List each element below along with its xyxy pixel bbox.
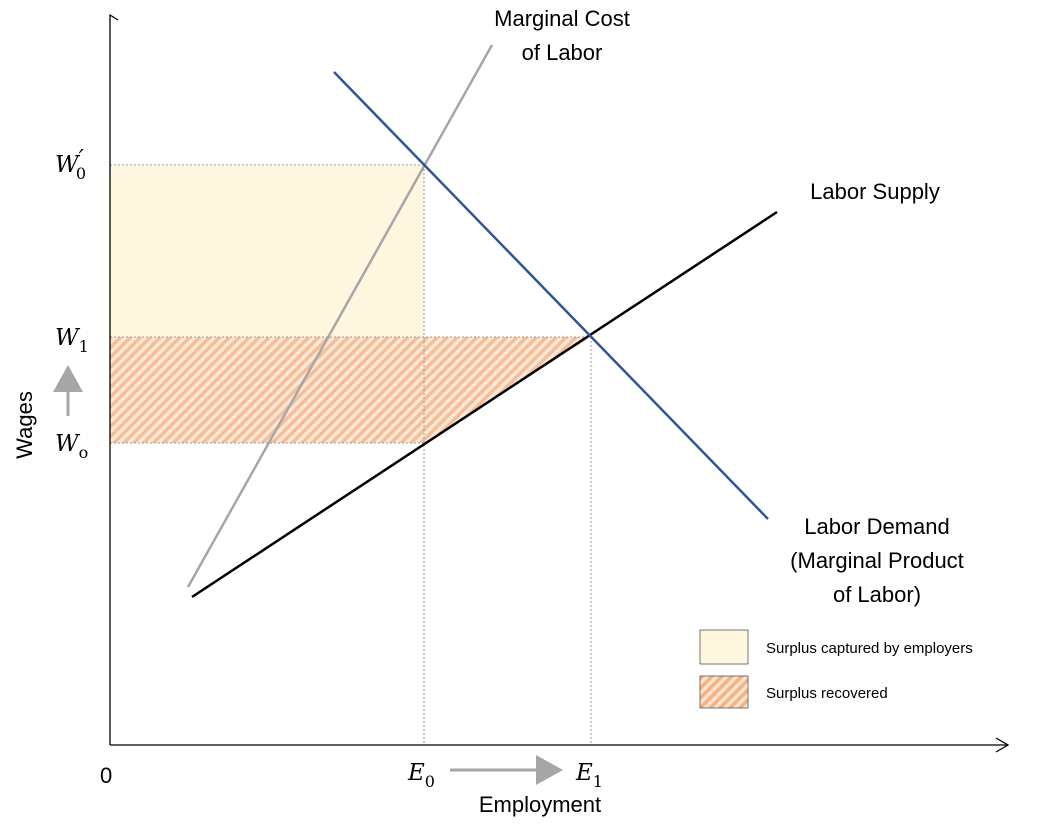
math-label: E1 <box>575 760 603 791</box>
legend-label: Surplus captured by employers <box>766 640 973 657</box>
x-axis-label: Employment <box>479 792 601 817</box>
y-axis <box>109 13 119 745</box>
subscript: 1 <box>593 772 603 791</box>
legend-swatch <box>699 629 749 665</box>
curve-label: Marginal Cost <box>494 6 630 31</box>
legend-label: Surplus recovered <box>766 685 888 702</box>
subscript: 0 <box>425 772 435 791</box>
x-axis-arrow <box>995 737 1010 753</box>
demand-curve <box>333 71 769 520</box>
subscript: 0 <box>76 164 86 183</box>
curve-label: of Labor <box>522 40 603 65</box>
symbol: W <box>55 431 81 457</box>
subscript: o <box>79 443 89 462</box>
curve-label: (Marginal Product <box>790 548 964 573</box>
subscript: 1 <box>79 337 89 356</box>
curve-label: Labor Supply <box>810 179 940 204</box>
symbol: E <box>575 760 593 786</box>
math-label: W′ 0 <box>55 146 86 183</box>
employer-surplus <box>110 165 424 337</box>
legend-swatch <box>699 675 749 709</box>
math-label: E0 <box>407 760 435 791</box>
curve-label: Labor Demand <box>804 514 950 539</box>
math-label: W1 <box>55 325 89 356</box>
recovered-surplus <box>110 337 591 443</box>
symbol: W <box>55 152 81 178</box>
marginal-cost-curve <box>186 44 494 588</box>
symbol: W <box>55 325 81 351</box>
y-axis-label: Wages <box>12 391 37 459</box>
symbol: E <box>407 760 425 786</box>
supply-curve <box>191 210 778 599</box>
curve-label: of Labor) <box>833 582 921 607</box>
origin-label: 0 <box>100 763 112 788</box>
prime: ′ <box>79 146 85 172</box>
math-label: Wo <box>55 431 88 462</box>
